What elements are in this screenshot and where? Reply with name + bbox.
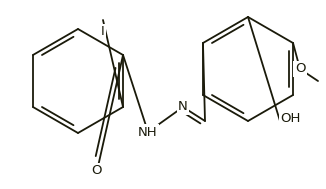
Text: NH: NH [138,125,158,139]
Text: N: N [178,101,188,114]
Text: O: O [295,63,305,75]
Text: OH: OH [280,112,300,125]
Text: O: O [92,164,102,177]
Text: I: I [101,25,105,38]
